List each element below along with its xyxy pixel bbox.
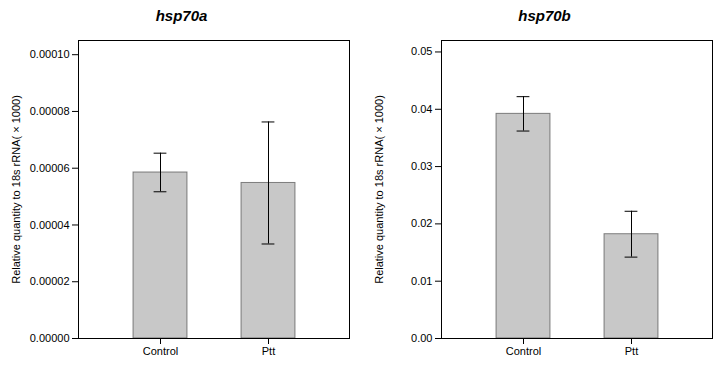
svg-text:0.02: 0.02 — [411, 217, 432, 229]
svg-text:Control: Control — [506, 345, 541, 357]
html-text:hsp70a: hsp70a — [155, 7, 208, 24]
svg-text:0.00002: 0.00002 — [30, 275, 70, 287]
svg-text:Ptt: Ptt — [262, 345, 275, 357]
svg-text:0.04: 0.04 — [411, 103, 432, 115]
svg-text:Relative quantity to 18s rRNA(: Relative quantity to 18s rRNA( × 1000) — [373, 95, 385, 284]
svg-text:0.00: 0.00 — [411, 332, 432, 344]
svg-text:Relative quantity to 18s rRNA(: Relative quantity to 18s rRNA( × 1000) — [10, 95, 22, 284]
svg-text:0.01: 0.01 — [411, 275, 432, 287]
svg-text:0.00000: 0.00000 — [30, 332, 70, 344]
html-text:hsp70b: hsp70b — [518, 7, 571, 24]
svg-text:Ptt: Ptt — [625, 345, 638, 357]
svg-text:0.00006: 0.00006 — [30, 162, 70, 174]
svg-text:0.03: 0.03 — [411, 160, 432, 172]
svg-text:0.00010: 0.00010 — [30, 48, 70, 60]
svg-text:Control: Control — [143, 345, 178, 357]
svg-text:0.00008: 0.00008 — [30, 105, 70, 117]
svg-text:0.05: 0.05 — [411, 45, 432, 57]
svg-text:0.00004: 0.00004 — [30, 218, 70, 230]
